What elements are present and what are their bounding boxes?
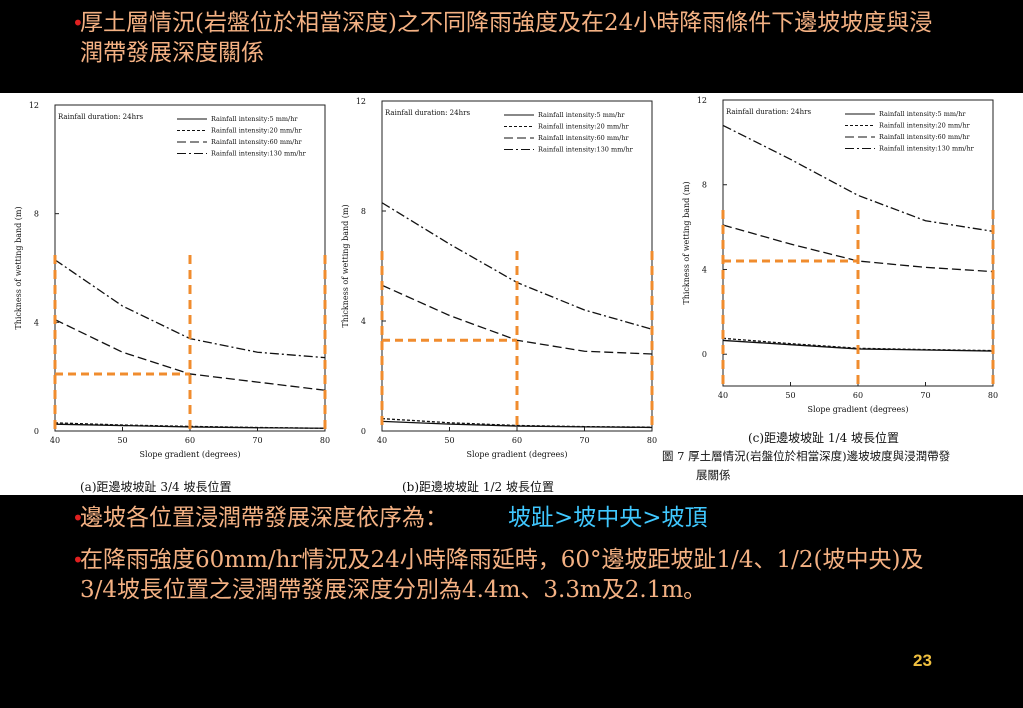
- chart-title: Rainfall duration: 24hrs: [385, 109, 470, 117]
- x-tick-label: 60: [512, 436, 522, 445]
- legend-label: Rainfall intensity:20 mm/hr: [211, 127, 303, 135]
- y-tick-label: 4: [361, 317, 366, 326]
- y-axis-label: Thickness of wetting band (m): [14, 206, 23, 329]
- title-text: 厚土層情況(岩盤位於相當深度)之不同降雨強度及在24小時降雨條件下邊坡坡度與浸潤…: [80, 10, 933, 66]
- series-line-2: [381, 417, 653, 428]
- x-tick-label: 40: [718, 391, 728, 400]
- order-text: 邊坡各位置浸潤帶發展深度依序為：: [80, 505, 448, 531]
- order-highlight: 坡趾>坡中央>坡頂: [508, 505, 708, 531]
- y-tick-label: 0: [34, 427, 39, 436]
- legend-label: Rainfall intensity:20 mm/hr: [879, 122, 971, 130]
- subfigure-caption: (b)距邊坡坡趾 1/2 坡長位置: [402, 479, 554, 494]
- legend-label: Rainfall intensity:5 mm/hr: [211, 115, 298, 123]
- subfigure-caption: (a)距邊坡坡趾 3/4 坡長位置: [80, 479, 231, 494]
- legend-label: Rainfall intensity:130 mm/hr: [879, 145, 975, 153]
- legend-label: Rainfall intensity:130 mm/hr: [538, 146, 634, 154]
- y-tick-label: 0: [702, 350, 707, 359]
- x-tick-label: 50: [785, 391, 795, 400]
- x-axis-label: Slope gradient (degrees): [140, 450, 241, 459]
- page-number: 23: [913, 651, 932, 670]
- y-axis-label: Thickness of wetting band (m): [682, 181, 691, 304]
- legend-label: Rainfall intensity:130 mm/hr: [211, 150, 307, 158]
- figure-caption: 展關係: [696, 468, 731, 482]
- y-tick-label: 8: [34, 210, 39, 219]
- result-text: 在降雨強度60mm/hr情況及24小時降雨延時，60°邊坡距坡趾1/4、1/2(…: [80, 547, 924, 603]
- x-axis-label: Slope gradient (degrees): [808, 405, 909, 414]
- x-tick-label: 40: [377, 436, 387, 445]
- x-tick-label: 60: [853, 391, 863, 400]
- title-bullet: • 厚土層情況(岩盤位於相當深度)之不同降雨強度及在24小時降雨條件下邊坡坡度與…: [72, 8, 940, 68]
- figure-caption: 圖 7 厚土層情況(岩盤位於相當深度)邊坡坡度與浸潤帶發: [662, 449, 951, 463]
- legend-label: Rainfall intensity:20 mm/hr: [538, 123, 630, 131]
- y-tick-label: 8: [702, 181, 707, 190]
- subfigure-caption: (c)距邊坡坡趾 1/4 坡長位置: [748, 430, 899, 445]
- y-tick-label: 12: [29, 101, 39, 110]
- x-tick-label: 70: [252, 436, 262, 445]
- x-tick-label: 50: [117, 436, 127, 445]
- x-tick-label: 80: [647, 436, 657, 445]
- x-tick-label: 70: [579, 436, 589, 445]
- figure-panel: 0 4 8 12 40 50 60 70 80 Slope gradient (degrees) T…: [0, 93, 1023, 495]
- y-tick-label: 4: [34, 318, 39, 327]
- y-axis-label: Thickness of wetting band (m): [341, 204, 350, 327]
- legend-label: Rainfall intensity:60 mm/hr: [538, 134, 630, 142]
- y-tick-label: 0: [361, 427, 366, 436]
- legend-label: Rainfall intensity:60 mm/hr: [211, 138, 303, 146]
- x-tick-label: 50: [444, 436, 454, 445]
- bullet-dot: •: [72, 11, 84, 35]
- chart-title: Rainfall duration: 24hrs: [58, 113, 143, 121]
- x-axis-label: Slope gradient (degrees): [467, 450, 568, 459]
- y-tick-label: 4: [702, 265, 707, 274]
- bullet-dot: •: [72, 506, 84, 530]
- x-tick-label: 60: [185, 436, 195, 445]
- x-tick-label: 80: [320, 436, 330, 445]
- x-tick-label: 80: [988, 391, 998, 400]
- legend-label: Rainfall intensity:5 mm/hr: [879, 110, 966, 118]
- order-bullet: • 邊坡各位置浸潤帶發展深度依序為： 坡趾>坡中央>坡頂: [72, 503, 708, 533]
- x-tick-label: 70: [920, 391, 930, 400]
- x-tick-label: 40: [50, 436, 60, 445]
- y-tick-label: 8: [361, 207, 366, 216]
- legend-label: Rainfall intensity:60 mm/hr: [879, 133, 971, 141]
- y-tick-label: 12: [697, 96, 707, 105]
- result-bullet: • 在降雨強度60mm/hr情況及24小時降雨延時，60°邊坡距坡趾1/4、1/…: [72, 545, 940, 605]
- bullet-dot: •: [72, 548, 84, 572]
- chart-title: Rainfall duration: 24hrs: [726, 108, 811, 116]
- series-line-4: [722, 124, 994, 232]
- legend-label: Rainfall intensity:5 mm/hr: [538, 111, 625, 119]
- series-line-3: [722, 224, 994, 273]
- y-tick-label: 12: [356, 97, 366, 106]
